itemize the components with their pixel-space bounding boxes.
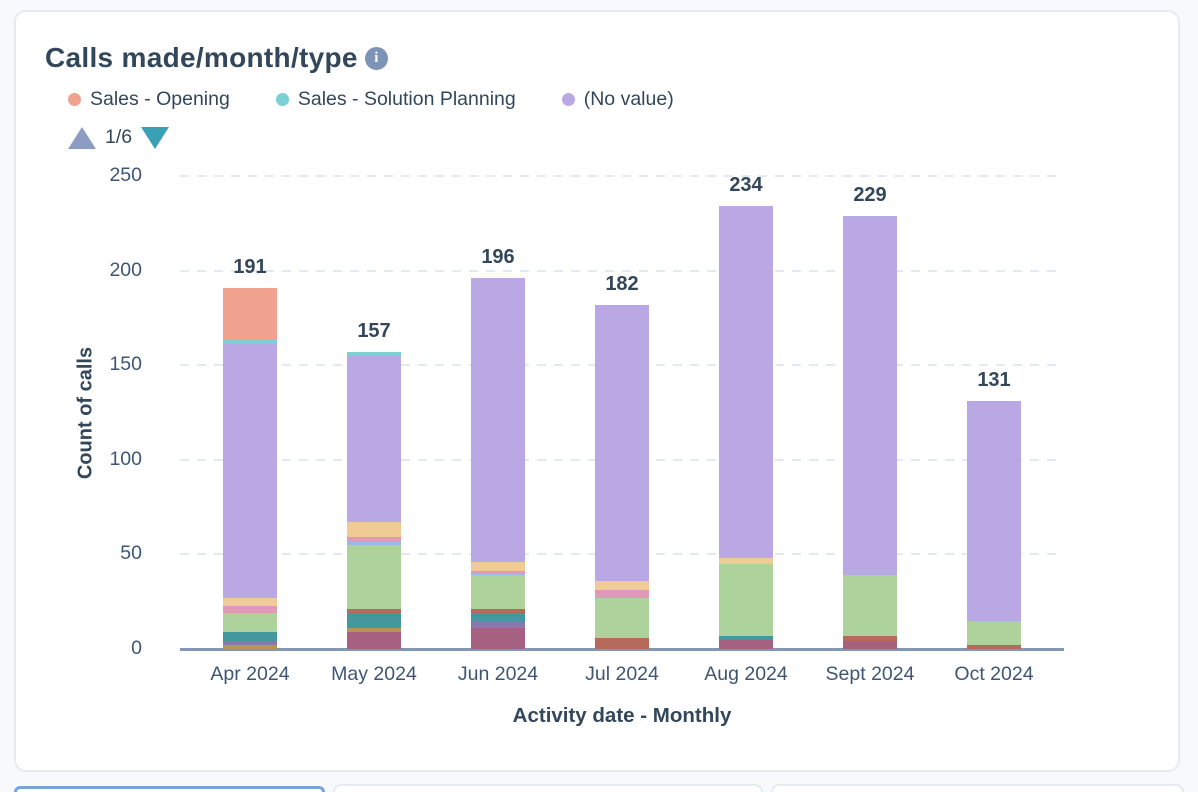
bar-group: 131Oct 2024 (932, 176, 1056, 649)
bar-segment-gold_brown[interactable] (223, 645, 277, 649)
next-card-stub[interactable] (333, 784, 763, 792)
bar-segment-slate_purple[interactable] (471, 621, 525, 629)
bar-segment-maroon[interactable] (471, 628, 525, 649)
bar-group: 191Apr 2024 (188, 176, 312, 649)
legend-swatch-icon (276, 93, 289, 106)
stacked-bar[interactable] (595, 305, 649, 649)
bar-segment-dark_teal[interactable] (347, 613, 401, 628)
info-icon[interactable]: i (365, 47, 388, 70)
bar-segment-green[interactable] (967, 621, 1021, 646)
legend-item-label: (No value) (584, 88, 674, 111)
bar-segment-tan[interactable] (595, 581, 649, 590)
bar-group: 229Sept 2024 (808, 176, 932, 649)
stacked-bar[interactable] (471, 278, 525, 649)
legend-page-indicator: 1/6 (105, 126, 132, 149)
bar-segment-maroon[interactable] (347, 632, 401, 649)
bar-segment-dark_teal[interactable] (471, 613, 525, 621)
chart-header: Calls made/month/type i (45, 42, 388, 74)
bar-segment-tan[interactable] (471, 562, 525, 571)
bar-segment-maroon[interactable] (843, 641, 897, 649)
y-tick-label: 50 (42, 542, 142, 565)
bar-segment-dark_teal[interactable] (223, 632, 277, 641)
legend: Sales - Opening Sales - Solution Planning… (68, 88, 674, 111)
bar-segment-green[interactable] (471, 575, 525, 609)
legend-item-label: Sales - Solution Planning (298, 88, 516, 111)
legend-swatch-icon (562, 93, 575, 106)
y-tick-label: 100 (42, 448, 142, 471)
stacked-bar[interactable] (347, 352, 401, 649)
x-tick-label: Oct 2024 (920, 663, 1068, 686)
bar-segment-green[interactable] (223, 613, 277, 632)
y-tick-label: 150 (42, 353, 142, 376)
chart-card: Calls made/month/type i Sales - OpeningS… (14, 10, 1180, 772)
bar-total-label: 157 (312, 320, 436, 343)
y-tick-label: 250 (42, 164, 142, 187)
stacked-bar[interactable] (719, 206, 773, 649)
stacked-bar[interactable] (843, 216, 897, 649)
bar-group: 234Aug 2024 (684, 176, 808, 649)
legend-page-down-icon[interactable] (141, 127, 169, 149)
bar-segment-purple[interactable] (595, 305, 649, 581)
bar-segment-green[interactable] (347, 545, 401, 609)
legend-item[interactable]: (No value) (562, 88, 674, 111)
bar-segment-tan[interactable] (223, 598, 277, 606)
bar-total-label: 234 (684, 174, 808, 197)
bar-segment-purple[interactable] (347, 356, 401, 522)
bar-segment-tan[interactable] (347, 522, 401, 537)
bar-total-label: 229 (808, 184, 932, 207)
y-tick-label: 200 (42, 259, 142, 282)
legend-pagination: 1/6 (68, 126, 169, 149)
bars-container: 191Apr 2024157May 2024196Jun 2024182Jul … (188, 176, 1056, 649)
legend-page-up-icon[interactable] (68, 127, 96, 149)
stacked-bar[interactable] (967, 401, 1021, 649)
bar-segment-purple[interactable] (967, 401, 1021, 620)
bar-segment-purple[interactable] (843, 216, 897, 575)
legend-item[interactable]: Sales - Solution Planning (276, 88, 516, 111)
bar-segment-pink[interactable] (223, 606, 277, 614)
next-card-stub[interactable] (771, 784, 1184, 792)
bar-total-label: 191 (188, 256, 312, 279)
bar-total-label: 196 (436, 246, 560, 269)
bar-segment-purple[interactable] (223, 344, 277, 598)
bar-segment-purple[interactable] (471, 278, 525, 562)
bar-segment-pink[interactable] (595, 590, 649, 598)
bar-group: 157May 2024 (312, 176, 436, 649)
bar-segment-red_brown[interactable] (595, 638, 649, 649)
bar-group: 182Jul 2024 (560, 176, 684, 649)
bar-total-label: 182 (560, 273, 684, 296)
bar-total-label: 131 (932, 369, 1056, 392)
y-tick-label: 0 (42, 637, 142, 660)
bar-segment-salmon[interactable] (223, 288, 277, 339)
stacked-bar[interactable] (223, 288, 277, 649)
x-axis-title: Activity date - Monthly (180, 704, 1064, 728)
bar-segment-purple[interactable] (719, 206, 773, 558)
legend-swatch-icon (68, 93, 81, 106)
bar-segment-maroon[interactable] (719, 640, 773, 649)
chart-title: Calls made/month/type (45, 42, 358, 74)
bar-segment-green[interactable] (843, 575, 897, 636)
bar-segment-red_brown[interactable] (967, 645, 1021, 649)
bar-group: 196Jun 2024 (436, 176, 560, 649)
next-card-stub-highlighted[interactable] (14, 786, 325, 792)
bar-segment-green[interactable] (595, 598, 649, 638)
legend-item-label: Sales - Opening (90, 88, 230, 111)
bar-segment-green[interactable] (719, 564, 773, 636)
legend-item[interactable]: Sales - Opening (68, 88, 230, 111)
